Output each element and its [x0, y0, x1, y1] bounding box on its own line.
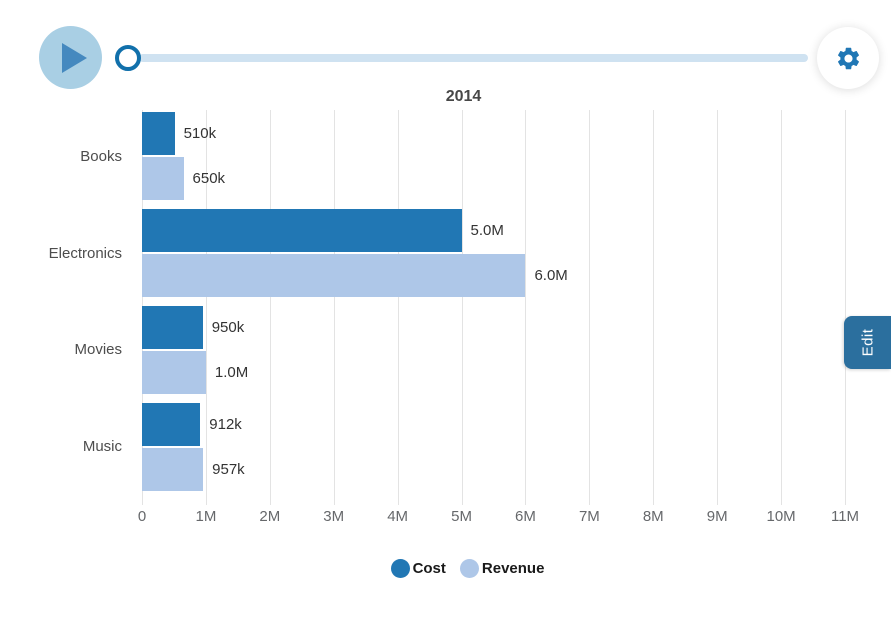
bar-chart: 2014 Books Electronics Movies Music 510k 650…: [0, 88, 891, 578]
gridline: [461, 110, 463, 505]
value-label: 912k: [209, 415, 242, 433]
cost-bar[interactable]: [142, 402, 201, 446]
x-tick-label: 7M: [578, 508, 600, 525]
play-button[interactable]: [39, 26, 102, 89]
gridline: [205, 110, 207, 505]
value-label: 1.0M: [214, 363, 249, 381]
gridline: [653, 110, 655, 505]
bar-line: 5.0M: [142, 209, 845, 253]
category-label: Books: [80, 147, 122, 165]
bar-line: 650k: [142, 157, 845, 201]
revenue-bar[interactable]: [142, 447, 204, 491]
x-tick-label: 10M: [766, 508, 796, 525]
x-tick-label: 0: [137, 508, 147, 525]
plot-area: 510k 650k 5.0M 6.0M 950k 1.0M 912k 957k: [142, 108, 846, 505]
gridline: [333, 110, 335, 505]
bar-line: 950k: [142, 305, 845, 349]
revenue-bar[interactable]: [142, 157, 184, 201]
category-label: Music: [82, 438, 122, 456]
bar-group: 5.0M 6.0M: [142, 205, 845, 302]
edit-button-label: Edit: [858, 328, 876, 357]
category-label: Movies: [74, 341, 122, 359]
bar-line: 957k: [142, 447, 845, 491]
bar-line: 1.0M: [142, 350, 845, 394]
value-label: 5.0M: [470, 222, 504, 240]
category-label: Electronics: [48, 244, 122, 262]
cost-bar[interactable]: [142, 305, 203, 349]
revenue-bar[interactable]: [142, 254, 526, 298]
revenue-bar[interactable]: [142, 350, 206, 394]
legend-marker: [390, 559, 410, 578]
legend-item-cost[interactable]: Cost: [390, 559, 446, 578]
value-label: 650k: [192, 170, 226, 188]
value-label: 957k: [212, 460, 245, 478]
x-tick-label: 11M: [830, 508, 860, 525]
play-icon: [61, 42, 87, 73]
gridline: [589, 110, 591, 505]
cost-bar[interactable]: [142, 209, 462, 253]
legend: Cost Revenue: [0, 559, 891, 578]
x-tick-label: 5M: [451, 508, 472, 525]
category-column: Books Electronics Movies Music: [0, 108, 142, 495]
x-tick-label: 9M: [706, 508, 728, 525]
legend-label: Revenue: [481, 560, 545, 577]
legend-marker: [459, 559, 479, 578]
x-tick-label: 8M: [642, 508, 664, 525]
settings-button[interactable]: [817, 27, 879, 89]
x-tick-label: 1M: [195, 508, 217, 525]
value-label: 6.0M: [534, 267, 568, 285]
bar-group: 912k 957k: [142, 398, 845, 495]
chart-title: 2014: [445, 88, 482, 105]
cost-bar[interactable]: [142, 112, 175, 156]
gridline: [781, 110, 783, 505]
legend-label: Cost: [412, 560, 446, 577]
bar-line: 912k: [142, 402, 845, 446]
bar-group: 950k 1.0M: [142, 302, 845, 399]
x-tick-label: 4M: [387, 508, 409, 525]
gridline: [269, 110, 271, 505]
gridline: [397, 110, 399, 505]
gear-icon: [837, 47, 859, 69]
slider-track[interactable]: [139, 54, 808, 62]
edit-button[interactable]: Edit: [844, 316, 891, 369]
gridline: [525, 110, 527, 505]
x-tick-label: 2M: [259, 508, 281, 525]
legend-item-revenue[interactable]: Revenue: [459, 559, 545, 578]
value-label: 950k: [211, 318, 245, 336]
bar-line: 510k: [142, 112, 845, 156]
bar-group: 510k 650k: [142, 108, 845, 205]
x-tick-label: 6M: [515, 508, 536, 525]
bar-line: 6.0M: [142, 254, 845, 298]
timeline-slider: [113, 44, 813, 72]
gridline: [717, 110, 719, 505]
gridline: [845, 110, 846, 505]
slider-handle[interactable]: [115, 45, 141, 71]
x-tick-label: 3M: [323, 508, 345, 525]
value-label: 510k: [183, 125, 217, 143]
x-axis: 0 1M 2M 3M 4M 5M 6M 7M 8M 9M 10M 11M: [138, 495, 859, 529]
